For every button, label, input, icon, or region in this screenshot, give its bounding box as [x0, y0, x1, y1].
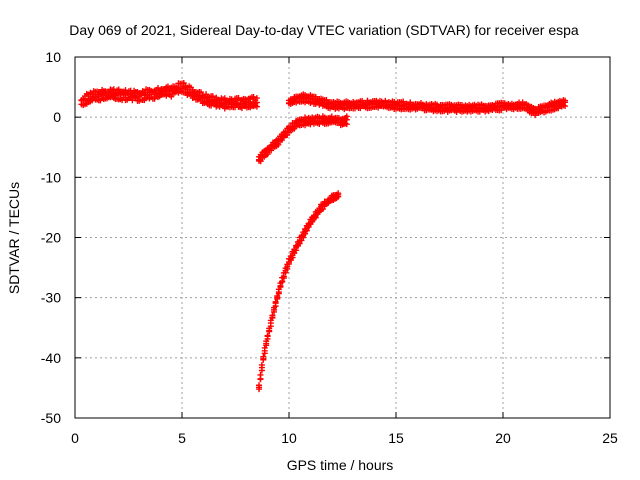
data-point — [258, 361, 265, 368]
data-point — [260, 353, 267, 360]
x-tick-label: 15 — [388, 430, 404, 446]
gridlines — [75, 57, 610, 418]
y-tick-label: -40 — [41, 350, 61, 366]
x-tick-label: 10 — [281, 430, 297, 446]
data-point — [129, 97, 136, 104]
x-axis-ticks: 0 5 10 15 20 25 — [71, 57, 618, 446]
data-point — [180, 79, 187, 86]
data-point — [203, 91, 210, 98]
data-point — [256, 382, 263, 389]
x-tick-label: 20 — [495, 430, 511, 446]
y-tick-label: -20 — [41, 230, 61, 246]
data-point — [250, 94, 257, 101]
data-point — [343, 113, 350, 120]
data-point — [269, 312, 276, 319]
data-point — [198, 89, 205, 96]
chart-title: Day 069 of 2021, Sidereal Day-to-day VTE… — [69, 22, 579, 38]
y-axis-ticks: -50 -40 -30 -20 -10 0 10 — [41, 49, 610, 426]
y-tick-label: 0 — [53, 109, 61, 125]
x-axis-title: GPS time / hours — [287, 457, 394, 473]
x-tick-label: 25 — [602, 430, 618, 446]
data-point — [253, 95, 260, 102]
y-tick-label: -30 — [41, 290, 61, 306]
data-series — [78, 79, 569, 393]
y-tick-label: -50 — [41, 410, 61, 426]
series-arc-3 — [256, 190, 342, 393]
data-point — [209, 93, 216, 100]
x-tick-label: 5 — [178, 430, 186, 446]
y-tick-label: 10 — [45, 49, 61, 65]
data-point — [264, 332, 271, 339]
data-point — [562, 97, 569, 104]
series-arc-4 — [286, 91, 569, 119]
y-tick-label: -10 — [41, 169, 61, 185]
y-axis-title: SDTVAR / TECUs — [6, 182, 22, 294]
data-point — [335, 190, 342, 197]
series-arc-1 — [78, 79, 260, 112]
x-tick-label: 0 — [71, 430, 79, 446]
series-arc-2 — [256, 113, 350, 165]
data-point — [257, 371, 264, 378]
